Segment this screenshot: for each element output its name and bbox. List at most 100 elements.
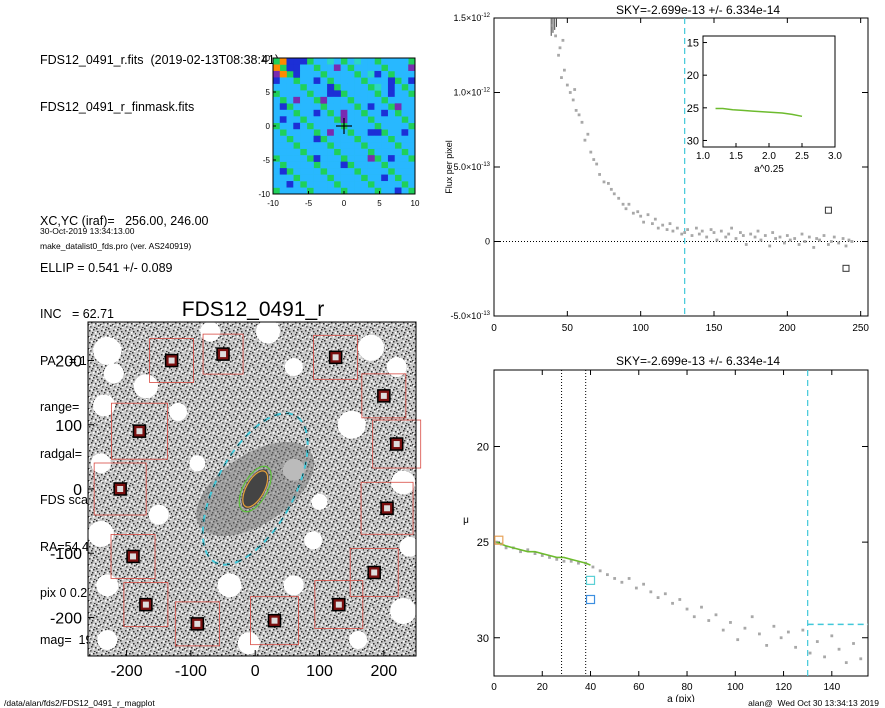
flux-point	[700, 229, 704, 233]
map-cell	[401, 187, 409, 195]
map-cell	[387, 155, 396, 162]
map-cell	[327, 122, 335, 130]
flux-ylabel: Flux per pixel	[444, 140, 454, 194]
flux-point	[818, 238, 821, 242]
profile-xtick-label: 120	[775, 682, 792, 693]
range-ellipse-outer	[238, 465, 272, 513]
map-cell	[347, 58, 355, 65]
flux-point	[832, 235, 836, 239]
map-cell	[293, 168, 301, 175]
map-cell	[333, 174, 341, 182]
flux-point	[719, 229, 723, 233]
flux-point	[822, 234, 826, 237]
image-mask-hole	[93, 336, 122, 365]
image-mask-hole	[103, 363, 124, 384]
map-cell	[300, 187, 308, 195]
map-cell	[408, 103, 416, 111]
date-line: 30-Oct-2019 13:34:13.00	[40, 226, 135, 236]
image-mask-hole	[283, 575, 304, 596]
flux-ytick-label: 0	[485, 237, 490, 247]
map-cell	[340, 109, 348, 117]
map-cell	[293, 83, 301, 91]
program-line: make_datalist0_fds.pro (ver. AS240919)	[40, 241, 192, 251]
flux-xtick-label: 100	[632, 323, 649, 334]
map-cell	[394, 129, 402, 137]
profile-point	[758, 632, 761, 636]
map-ytick-label: 0	[266, 122, 271, 131]
map-cell	[360, 90, 368, 98]
map-cell	[367, 187, 375, 195]
profile-frame	[493, 369, 869, 677]
flux-point	[734, 237, 738, 240]
flux-point	[709, 228, 713, 231]
star-mask-box	[149, 338, 195, 383]
star-mask-center	[371, 569, 378, 576]
map-cell	[408, 83, 416, 91]
flux-ytick-label: -5.0×10-13	[451, 311, 491, 321]
star-mask-center	[332, 354, 339, 361]
map-cell	[394, 116, 402, 124]
flux-point	[595, 162, 599, 166]
map-cell	[401, 142, 409, 149]
star-mask-box	[202, 333, 244, 375]
map-cell	[360, 96, 368, 104]
param-inc: INC = 62.71	[40, 307, 114, 321]
map-cell	[340, 103, 348, 111]
map-cell	[273, 70, 281, 78]
star-mask-center	[136, 428, 143, 435]
map-cell	[313, 116, 321, 124]
map-cell	[273, 103, 281, 111]
profile-point	[729, 621, 732, 624]
map-cell	[401, 168, 409, 175]
flux-point	[803, 240, 807, 243]
map-cell	[347, 181, 355, 188]
map-cell	[408, 168, 416, 175]
range-ellipse-inner	[242, 470, 269, 508]
map-cell	[279, 70, 287, 78]
flux-point	[705, 235, 709, 239]
map-cell	[333, 187, 341, 195]
map-cell	[367, 58, 375, 65]
map-cell	[313, 103, 321, 111]
profile-point	[562, 559, 566, 563]
map-cell	[354, 161, 362, 169]
flux-point	[759, 238, 763, 242]
profile-point	[736, 638, 740, 642]
map-cell	[354, 155, 362, 162]
profile-marker	[585, 594, 596, 605]
map-cell	[300, 168, 308, 175]
map-cell	[293, 135, 301, 143]
map-cell	[394, 135, 402, 143]
map-cell	[381, 116, 389, 124]
map-cell	[367, 155, 375, 162]
flux-point	[841, 237, 845, 240]
map-cell	[327, 70, 335, 78]
map-cell	[374, 109, 382, 117]
map-cell	[320, 96, 328, 104]
map-cell	[286, 142, 294, 149]
flux-ytick-label: 1.5×10-12	[454, 13, 491, 23]
map-cell	[347, 148, 355, 156]
map-cell	[360, 148, 368, 156]
map-cell	[333, 103, 341, 111]
map-cell	[306, 142, 314, 149]
flux-point	[690, 234, 694, 237]
map-cell	[354, 181, 362, 188]
map-cell	[367, 90, 375, 98]
flux-point	[642, 220, 645, 224]
flux-point	[561, 38, 565, 42]
image-mask-hole	[169, 402, 188, 421]
map-cell	[387, 90, 396, 98]
map-cell	[279, 122, 287, 130]
map-cell	[387, 64, 396, 72]
map-cell	[360, 70, 368, 78]
map-cell	[408, 129, 416, 137]
image-title: FDS12_0491_r	[182, 298, 324, 321]
flux-point	[609, 187, 613, 191]
flux-point	[646, 213, 650, 217]
image-mask-hole	[357, 334, 384, 361]
flux-point	[812, 246, 816, 249]
map-cell	[340, 142, 348, 149]
image-mask-hole	[200, 321, 221, 342]
map-cell	[354, 174, 362, 182]
